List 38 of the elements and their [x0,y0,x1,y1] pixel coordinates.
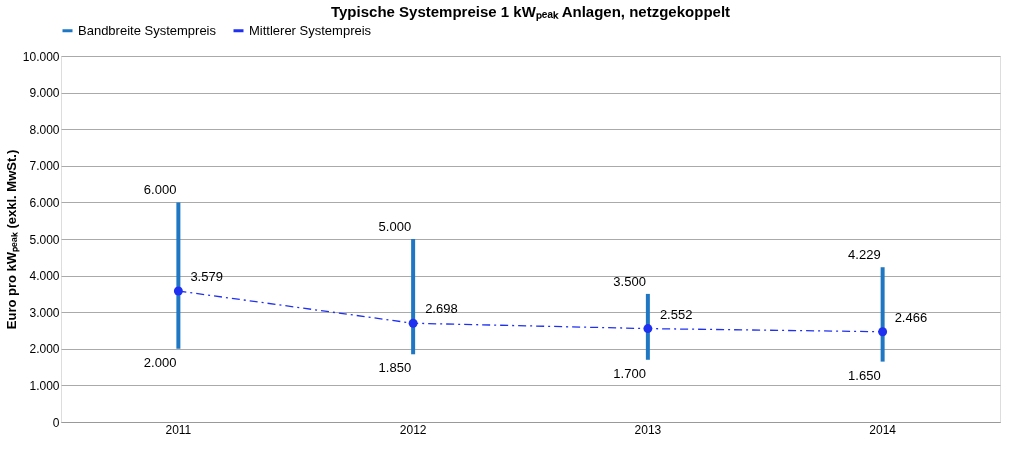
x-tick-label: 2012 [399,422,427,437]
point [408,318,418,328]
y-tick-label: 10.000 [22,49,60,64]
y-tick-label: 3.000 [29,305,60,320]
chart-title: Typische Systempreise 1 kWₚₑₐₖ Anlagen, netzgekoppelt [330,3,731,21]
point [173,286,183,296]
x-tick-label: 2013 [634,422,662,437]
point [878,327,888,337]
y-tick-label: 9.000 [29,86,60,101]
annotation: 5.000 [378,219,412,234]
x-tick-label: 2014 [869,422,897,437]
bar [411,239,416,355]
annotation: 3.500 [613,273,646,289]
data-label: 2.552 [659,306,693,322]
annotation: 6.000 [143,182,177,198]
y-tick-label: 8.000 [29,122,60,137]
point [643,324,653,334]
annotation: 1.700 [613,365,646,381]
legend-label: Bandbreite Systempreis [78,22,217,38]
bar [880,267,885,362]
annotation: 1.650 [848,367,881,383]
annotation: 1.850 [378,360,412,376]
data-label: 3.579 [190,269,223,285]
annotation: 2.000 [143,354,177,370]
y-tick-label: 2.000 [29,342,60,357]
x-tick-label: 2011 [165,422,192,437]
y-tick-label: 7.000 [29,159,60,174]
y-tick-label: 5.000 [29,232,60,247]
y-axis-title: Euro pro kWₚₑₐₖ (exkl. MwSt.) [3,149,20,330]
bar [176,202,181,349]
y-tick-label: 4.000 [29,269,60,284]
y-tick-label: 0 [52,415,60,430]
y-tick-label: 1.000 [29,378,60,393]
y-tick-label: 6.000 [29,195,60,210]
legend-label: Mittlerer Systempreis [249,22,372,38]
data-label: 2.698 [425,301,458,317]
data-label: 2.466 [894,309,928,325]
annotation: 4.229 [848,247,881,263]
